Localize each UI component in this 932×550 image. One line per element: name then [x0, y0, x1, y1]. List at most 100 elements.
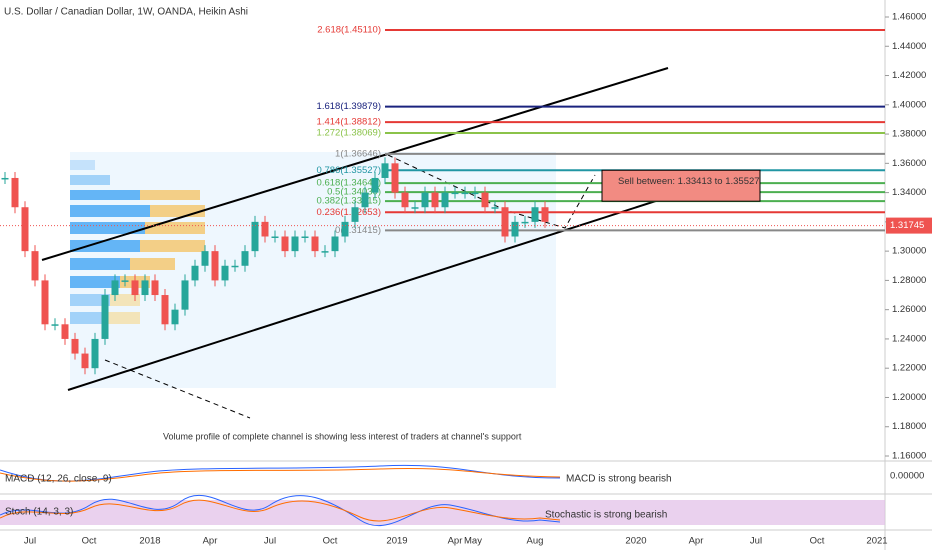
price-label: 1.20000 — [892, 392, 926, 403]
candle — [241, 251, 249, 266]
time-label: Jul — [750, 536, 762, 547]
candle — [311, 236, 319, 252]
time-label: Oct — [810, 536, 825, 547]
time-label: Apr — [689, 536, 704, 547]
candle — [181, 280, 189, 310]
candle — [21, 207, 29, 252]
candle — [51, 324, 59, 326]
time-label: 2018 — [139, 536, 160, 547]
price-label: 1.30000 — [892, 246, 926, 257]
time-label: Oct — [323, 536, 338, 547]
candle — [521, 221, 529, 224]
fib-label: 0.382(1.33415) — [317, 196, 381, 207]
last-price-label: 1.31745 — [890, 220, 924, 231]
stoch-note: Stochastic is strong bearish — [545, 510, 667, 521]
candle — [61, 324, 69, 339]
candle — [91, 338, 99, 369]
candle — [101, 295, 109, 339]
candle — [351, 207, 359, 222]
fib-label: 2.618(1.45110) — [317, 25, 381, 36]
price-label: 1.24000 — [892, 333, 926, 344]
candle — [531, 207, 539, 222]
candle — [271, 236, 279, 238]
candle — [161, 295, 169, 325]
candle — [131, 280, 139, 296]
channel-top — [41, 67, 669, 261]
title: U.S. Dollar / Canadian Dollar, 1W, OANDA… — [4, 7, 248, 18]
price-label: 1.22000 — [892, 363, 926, 374]
sell-zone-label: Sell between: 1.33413 to 1.35527 — [618, 176, 760, 187]
candle — [251, 221, 259, 252]
fib-label: 0.618(1.34645) — [317, 178, 381, 189]
candle — [111, 280, 119, 296]
candle — [11, 177, 19, 208]
candle — [81, 353, 89, 369]
candle — [211, 251, 219, 281]
price-label: 1.28000 — [892, 275, 926, 286]
candle — [391, 163, 399, 193]
fib-label: 1.618(1.39879) — [317, 101, 381, 112]
stoch-k — [0, 495, 561, 527]
candle — [411, 207, 419, 209]
candle — [451, 192, 459, 195]
candle — [471, 192, 479, 195]
candle — [221, 265, 229, 281]
candle — [511, 221, 519, 237]
macd-zero: 0.00000 — [890, 471, 924, 482]
candle — [541, 207, 549, 222]
candle — [141, 280, 149, 296]
time-label: Aug — [527, 536, 544, 547]
last-price-box — [886, 217, 932, 234]
macd-note: MACD is strong bearish — [566, 474, 672, 485]
candle — [321, 251, 329, 253]
fib-label: 1.272(1.38069) — [317, 128, 381, 139]
stoch-d — [0, 499, 561, 522]
candle — [281, 236, 289, 252]
candle — [71, 338, 79, 354]
time-label: 2020 — [625, 536, 646, 547]
candle — [361, 192, 369, 208]
candle — [41, 280, 49, 325]
time-label: 2021 — [866, 536, 887, 547]
candle — [331, 236, 339, 252]
candle — [201, 251, 209, 266]
price-label: 1.26000 — [892, 304, 926, 315]
stoch-title: Stoch (14, 3, 3) — [5, 507, 73, 518]
candle — [171, 309, 179, 325]
price-label: 1.42000 — [892, 70, 926, 81]
candle — [231, 265, 239, 268]
candle — [431, 192, 439, 208]
candle — [1, 177, 9, 180]
channel-bottom — [67, 189, 691, 391]
annotation-arrow — [104, 359, 251, 419]
price-label: 1.44000 — [892, 41, 926, 52]
candle — [341, 221, 349, 237]
candle — [121, 280, 129, 282]
price-label: 1.36000 — [892, 158, 926, 169]
fib-label: 1(1.36646) — [335, 148, 381, 159]
price-label: 1.46000 — [892, 12, 926, 23]
macd-title: MACD (12, 26, close, 9) — [5, 474, 112, 485]
candle — [191, 265, 199, 281]
candle — [421, 192, 429, 208]
candle — [461, 192, 469, 195]
fib-label: 1.414(1.38812) — [317, 117, 381, 128]
fib-label: 0.236(1.32653) — [317, 207, 381, 218]
price-label: 1.18000 — [892, 421, 926, 432]
candle — [481, 192, 489, 208]
candle — [501, 207, 509, 237]
fib-label: 0(1.31415) — [335, 225, 381, 236]
time-label: Apr — [448, 536, 463, 547]
candle — [371, 177, 379, 193]
fib-label: 0.5(1.34030) — [327, 187, 381, 198]
sell-zone — [601, 169, 761, 202]
candle — [261, 221, 269, 237]
time-label: 2019 — [386, 536, 407, 547]
candle — [301, 236, 309, 238]
candle — [151, 280, 159, 296]
price-label: 1.34000 — [892, 187, 926, 198]
time-label: Jul — [24, 536, 36, 547]
signal-line — [0, 467, 561, 482]
price-label: 1.16000 — [892, 451, 926, 462]
